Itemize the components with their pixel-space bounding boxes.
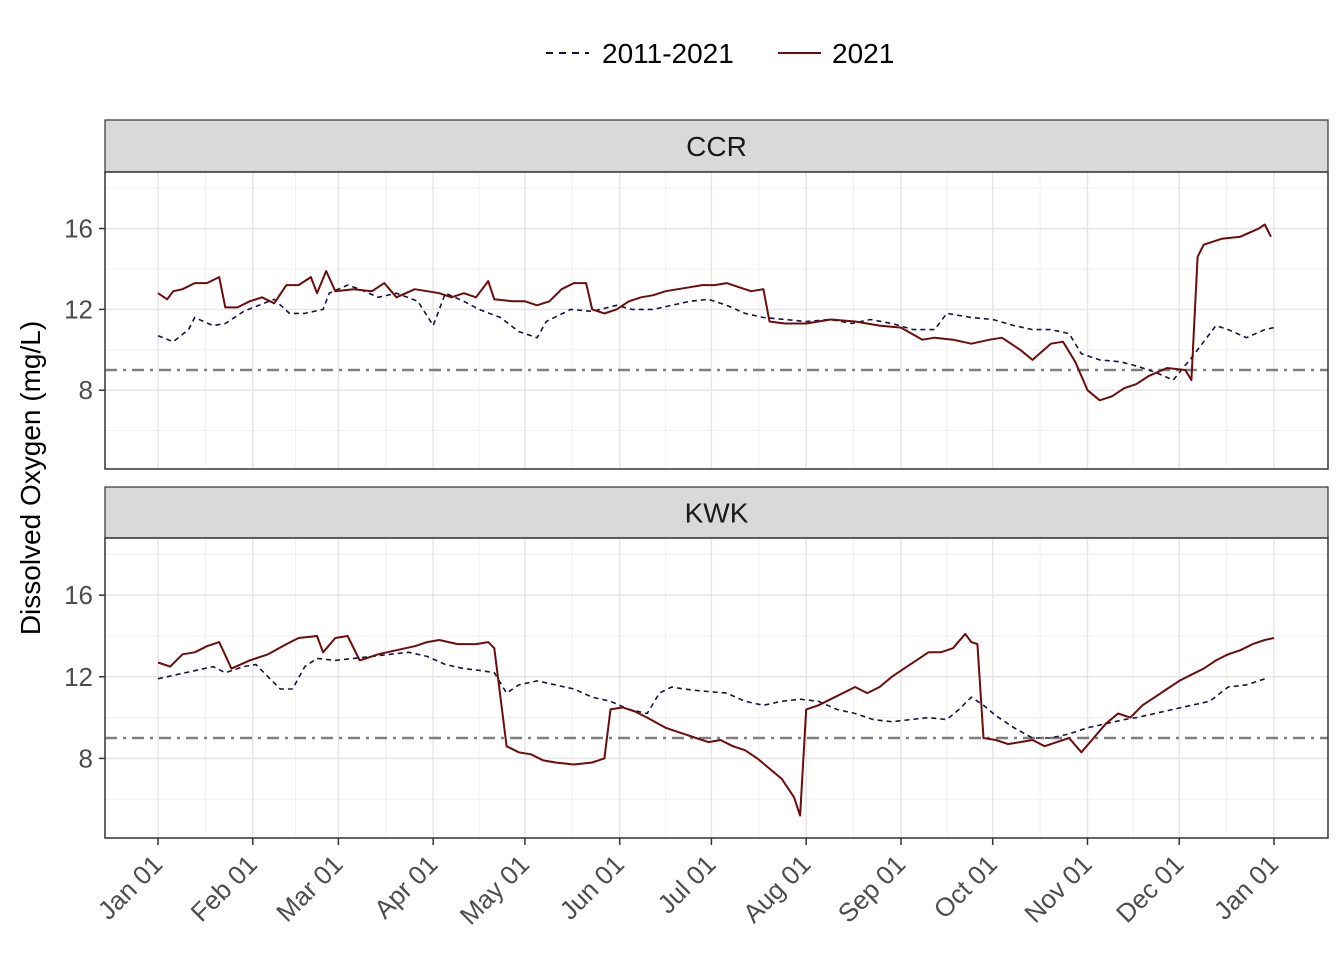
legend-label-2021: 2021	[832, 38, 894, 69]
grid-kwk	[105, 538, 1328, 838]
y-tick-label-ccr: 16	[64, 214, 93, 244]
plot-area-ccr	[105, 172, 1328, 469]
panel-border-kwk	[104, 537, 1329, 839]
y-tick-label-ccr: 12	[64, 294, 93, 324]
legend: 2011-2021 2021	[546, 38, 894, 69]
series-line-ccr-2011-2021	[157, 284, 1275, 381]
y-tick-label-ccr: 8	[79, 375, 93, 405]
strip-title-ccr: CCR	[686, 131, 747, 162]
y-tick-label-kwk: 16	[64, 580, 93, 610]
plot-area-kwk	[105, 538, 1328, 838]
series-line-ccr-2021	[157, 223, 1272, 402]
panel-border-ccr	[104, 171, 1329, 470]
chart-panels: CCR 8 12 16 KWK 8 12 16	[64, 119, 1329, 839]
panel-ccr: CCR 8 12 16	[64, 119, 1329, 470]
grid-ccr	[105, 172, 1328, 469]
series-line-kwk-2021	[157, 632, 1275, 817]
strip-ccr	[104, 119, 1329, 173]
strip-title-kwk: KWK	[685, 498, 749, 529]
y-axis-title: Dissolved Oxygen (mg/L)	[15, 321, 46, 635]
legend-label-2011-2021: 2011-2021	[602, 38, 734, 69]
panel-kwk: KWK 8 12 16	[64, 486, 1329, 839]
y-tick-label-kwk: 12	[64, 662, 93, 692]
y-tick-label-kwk: 8	[79, 743, 93, 773]
